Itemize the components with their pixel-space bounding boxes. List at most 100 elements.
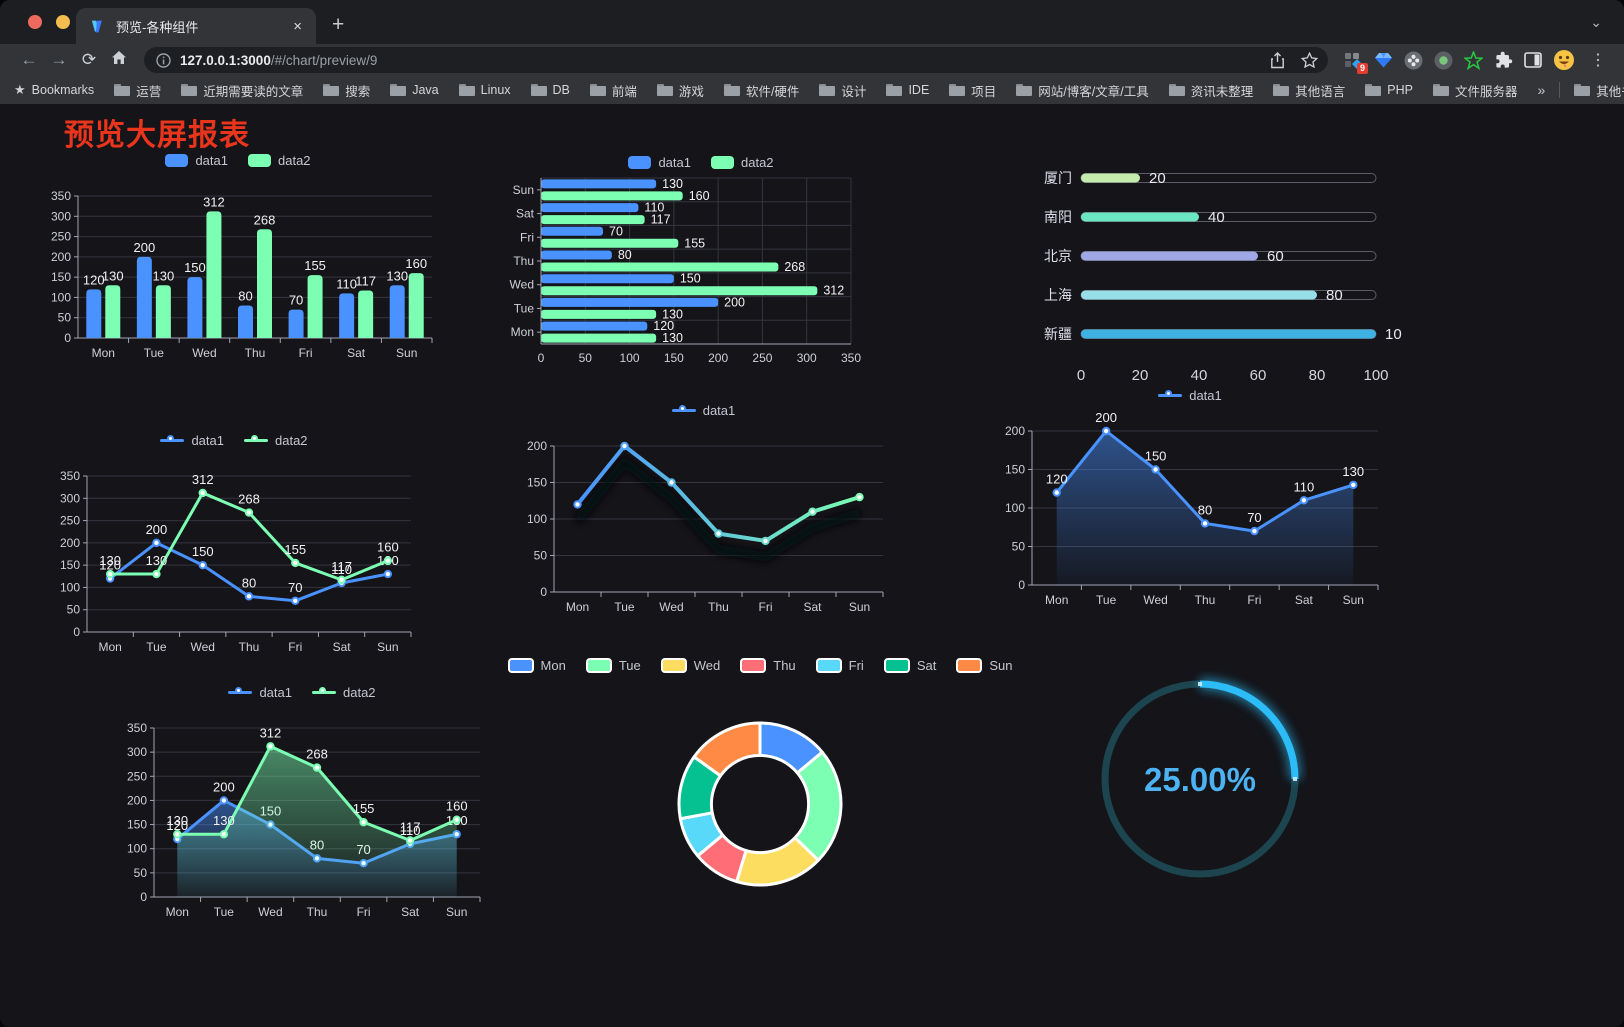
svg-text:50: 50: [534, 549, 548, 563]
legend-swatch: [160, 434, 185, 442]
tab-search-chevron-icon[interactable]: ⌄: [1590, 14, 1602, 30]
tab-title: 预览-各种组件: [116, 19, 199, 35]
svg-text:厦门: 厦门: [1044, 170, 1072, 186]
legend-item[interactable]: data1: [165, 153, 228, 168]
tab-close-icon[interactable]: ×: [293, 17, 302, 35]
legend-item[interactable]: data1: [228, 685, 292, 700]
extension-badge: 9: [1356, 62, 1368, 74]
reload-button[interactable]: ⟳: [81, 50, 97, 69]
legend-item[interactable]: data1: [160, 433, 224, 448]
extensions-puzzle-icon[interactable]: [1494, 51, 1513, 70]
svg-text:Mon: Mon: [98, 640, 121, 654]
legend-item[interactable]: Sat: [883, 657, 936, 673]
legend-swatch: [628, 155, 652, 169]
legend-item[interactable]: data2: [248, 153, 311, 168]
chart-canvas: 0 50 100 150 200 Mon Tue Wed Thu Fri Sat Sun: [527, 439, 884, 614]
legend-item[interactable]: data2: [711, 155, 774, 170]
svg-text:Wed: Wed: [659, 600, 683, 614]
svg-text:40: 40: [1208, 209, 1225, 226]
bookmark-folder-item[interactable]: 软件/硬件: [723, 81, 799, 100]
home-icon: [112, 51, 126, 64]
bookmark-folder-item[interactable]: 项目: [949, 81, 996, 100]
svg-text:250: 250: [752, 351, 772, 365]
svg-text:155: 155: [353, 801, 375, 816]
svg-text:Thu: Thu: [1195, 593, 1216, 607]
bookmark-folder-item[interactable]: 资讯未整理: [1168, 81, 1253, 100]
legend-item[interactable]: Fri: [815, 657, 864, 673]
bookmark-folder-item[interactable]: 运营: [114, 81, 161, 100]
extensions-area: 9: [1340, 49, 1614, 74]
extension-circle-pattern-icon[interactable]: [1404, 51, 1423, 70]
chart-legend: data1 data2: [503, 152, 899, 172]
extension-green-dot-icon[interactable]: [1434, 51, 1453, 70]
bookmark-folder-item[interactable]: 游戏: [656, 81, 704, 100]
svg-text:160: 160: [377, 540, 399, 555]
svg-text:50: 50: [58, 311, 72, 325]
chart-canvas: 0 50 100 150 200 250 300 350 Mon Tue Wed Thu Fri Sat S…: [127, 721, 481, 919]
svg-text:120: 120: [83, 272, 105, 287]
bookmarks-overflow-chevron[interactable]: »: [1537, 82, 1546, 98]
bookmark-folder-item[interactable]: 其他语言: [1273, 81, 1345, 100]
extension-green-star-icon[interactable]: [1464, 50, 1483, 70]
window-close-button[interactable]: [28, 15, 42, 29]
bookmark-folder-item[interactable]: Java: [390, 83, 439, 97]
bookmark-folder-item[interactable]: 网站/博客/文章/工具: [1016, 81, 1149, 100]
svg-text:150: 150: [664, 351, 684, 365]
url-bar[interactable]: 127.0.0.1:3000/#/chart/preview/9: [144, 47, 1328, 73]
svg-text:Sat: Sat: [1295, 593, 1314, 607]
bookmark-folder-item[interactable]: 搜索: [323, 81, 370, 100]
bookmark-star-icon[interactable]: [1301, 52, 1318, 68]
svg-text:Fri: Fri: [357, 905, 371, 919]
bookmarks-manager-item[interactable]: ★ Bookmarks: [14, 82, 94, 98]
svg-text:200: 200: [51, 250, 71, 264]
svg-text:40: 40: [1191, 367, 1208, 384]
legend-item[interactable]: data1: [628, 155, 691, 170]
svg-text:300: 300: [127, 745, 147, 759]
bookmark-folder-item[interactable]: IDE: [886, 83, 929, 97]
bookmark-folder-item[interactable]: 文件服务器: [1432, 81, 1517, 100]
home-button[interactable]: [106, 50, 132, 70]
svg-text:120: 120: [99, 558, 121, 573]
svg-text:Fri: Fri: [299, 346, 313, 360]
bookmark-folder-item[interactable]: DB: [530, 83, 570, 97]
legend-item[interactable]: Thu: [740, 657, 796, 673]
svg-text:150: 150: [51, 270, 71, 284]
side-panel-icon[interactable]: [1524, 52, 1542, 68]
svg-text:0: 0: [140, 890, 147, 904]
svg-text:80: 80: [618, 248, 632, 262]
forward-button[interactable]: →: [50, 50, 68, 69]
browser-tab[interactable]: 预览-各种组件 ×: [76, 8, 316, 44]
folder-icon: [1432, 84, 1449, 96]
new-tab-button[interactable]: +: [332, 13, 345, 36]
legend-item[interactable]: Sun: [956, 657, 1012, 673]
browser-menu-icon[interactable]: ⋮: [1590, 52, 1606, 69]
browser-toolbar: ← → ⟳ 127.0.0.1:3000/#/chart/preview/9: [0, 44, 1624, 76]
svg-text:250: 250: [60, 514, 80, 528]
profile-avatar[interactable]: [1553, 49, 1575, 71]
window-minimize-button[interactable]: [56, 15, 70, 29]
bookmark-folder-item[interactable]: 前端: [589, 81, 637, 100]
site-info-icon[interactable]: [156, 52, 171, 68]
legend-item[interactable]: Tue: [585, 657, 641, 673]
chart-legend: data1: [512, 400, 895, 420]
bookmark-folder-item[interactable]: 近期需要读的文章: [181, 81, 303, 100]
legend-item[interactable]: Mon: [507, 657, 566, 673]
legend-swatch: [956, 657, 983, 673]
back-button[interactable]: ←: [20, 50, 38, 69]
extension-gem-icon[interactable]: [1374, 51, 1393, 69]
percentage-gauge-chart: 25.00%: [1093, 670, 1307, 888]
chart-canvas: 050100150200250300350Mon120130Tue200130W…: [51, 189, 433, 360]
other-bookmarks-folder[interactable]: 其他书签: [1574, 81, 1624, 100]
legend-item[interactable]: Wed: [660, 657, 720, 673]
legend-item[interactable]: data1: [671, 403, 735, 418]
legend-item[interactable]: data2: [312, 685, 376, 700]
svg-text:300: 300: [60, 491, 80, 505]
bookmark-folder-item[interactable]: 设计: [819, 81, 866, 100]
bookmark-folder-item[interactable]: PHP: [1365, 83, 1413, 97]
share-icon[interactable]: [1270, 51, 1285, 69]
bookmark-folder-item[interactable]: Linux: [458, 83, 511, 97]
extension-tampermonkey-icon[interactable]: 9: [1344, 51, 1368, 74]
legend-item[interactable]: data1: [1158, 388, 1222, 403]
legend-item[interactable]: data2: [244, 433, 308, 448]
